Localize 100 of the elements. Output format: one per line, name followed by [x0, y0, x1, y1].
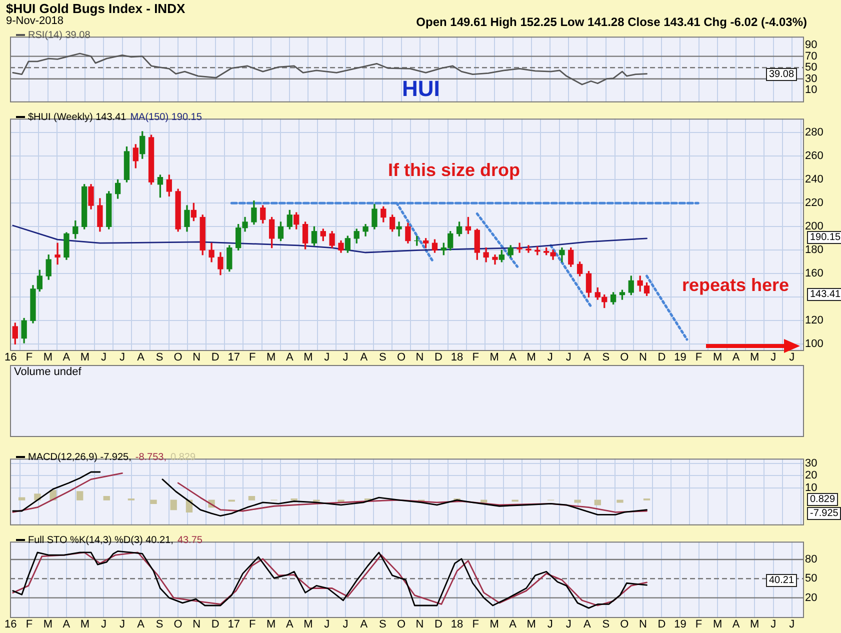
text: 0.829 [807, 493, 838, 506]
x-tick-label: S [379, 618, 386, 631]
x-tick-label: F [249, 352, 256, 364]
x-tick-label: M [266, 618, 276, 631]
x-tick-label: F [26, 352, 33, 364]
x-tick-label: J [324, 352, 330, 364]
x-tick-label: M [80, 618, 90, 631]
x-tick-label: N [416, 618, 424, 631]
chart-title: $HUI Gold Bugs Index - INDX [6, 1, 186, 16]
x-tick-label: F [249, 618, 256, 631]
series-label: $HUI (Weekly) 143.41 [28, 112, 126, 123]
y-tick-label: 70 [805, 50, 818, 62]
y-tick-label: 10 [805, 84, 818, 96]
x-tick-label: J [547, 352, 553, 364]
x-tick-label: M [712, 352, 722, 364]
legend-label: Full STO %K(14,3) %D(3) 40.21, [28, 535, 174, 546]
x-tick-label: M [80, 352, 90, 364]
x-tick-label: A [137, 352, 146, 364]
x-tick-label: J [789, 352, 795, 364]
x-tick-label: A [137, 618, 146, 631]
text: 190.15 [807, 231, 841, 244]
x-tick-label: A [62, 618, 71, 631]
x-tick-label: M [526, 618, 536, 631]
text: 143.41 [807, 288, 841, 301]
x-tick-label: 17 [228, 352, 240, 364]
x-tick-label: M [490, 352, 499, 364]
x-tick-label: D [658, 352, 666, 364]
x-tick-label: J [789, 618, 795, 631]
y-tick-label: 20 [805, 592, 818, 604]
x-tick-label: J [120, 618, 126, 631]
x-tick-label: J [770, 352, 776, 364]
x-tick-label: 18 [450, 352, 464, 364]
x-tick-label: F [472, 618, 480, 631]
x-tick-label: M [304, 352, 313, 364]
x-tick-label: D [434, 618, 443, 631]
x-tick-label: N [192, 352, 201, 364]
x-tick-label: S [602, 352, 610, 364]
x-tick-label: J [770, 618, 776, 631]
x-tick-label: M [304, 618, 313, 631]
x-tick-label: F [695, 618, 702, 631]
x-tick-label: J [120, 352, 126, 364]
x-tick-label: A [584, 618, 592, 631]
y-tick-label: 30 [805, 458, 818, 470]
x-tick-label: 16 [4, 618, 17, 631]
x-tick-label: N [416, 352, 424, 364]
x-tick-label: O [620, 352, 630, 364]
y-tick-label: 100 [805, 338, 824, 350]
annotation: HUI [402, 76, 440, 102]
y-tick-label: 80 [805, 554, 818, 566]
x-tick-label: N [638, 618, 647, 631]
y-tick-label: 10 [805, 482, 818, 494]
x-tick-label: D [658, 618, 666, 631]
x-tick-label: A [509, 352, 518, 364]
chart-subtitle: 9-Nov-2018 [6, 15, 64, 27]
annotation: If this size drop [388, 160, 520, 181]
x-tick-label: S [156, 352, 164, 364]
x-tick-label: S [379, 352, 386, 364]
y-tick-label: 120 [805, 314, 824, 327]
x-tick-label: J [324, 618, 330, 631]
x-tick-label: D [211, 618, 220, 631]
x-tick-label: J [100, 618, 106, 631]
y-tick-label: 280 [805, 126, 824, 139]
x-tick-label: M [750, 618, 760, 631]
x-tick-label: A [584, 352, 592, 364]
y-tick-label: 200 [805, 220, 824, 233]
x-tick-label: J [342, 618, 348, 631]
x-tick-label: A [286, 352, 294, 364]
x-tick-label: F [472, 352, 480, 364]
x-tick-label: O [396, 618, 406, 631]
y-tick-label: 240 [805, 174, 824, 186]
annotation: repeats here [682, 275, 790, 296]
x-tick-label: 19 [674, 618, 686, 631]
x-tick-label: 17 [228, 618, 240, 631]
annotation: 40.21 [766, 574, 798, 587]
x-tick-label: J [547, 618, 553, 631]
text: Open 149.61 High 152.25 Low 141.28 Close 143.41 Chg -6.02 (-4.03%) [416, 15, 807, 29]
x-tick-label: J [566, 618, 572, 631]
x-tick-label: N [192, 618, 201, 631]
x-tick-label: A [286, 618, 294, 631]
x-tick-label: D [434, 352, 443, 364]
x-tick-label: A [732, 352, 740, 364]
y-tick-label: 220 [805, 197, 824, 210]
y-tick-label: 180 [805, 244, 824, 256]
x-tick-label: F [26, 618, 33, 631]
x-tick-label: J [342, 352, 348, 364]
x-tick-label: O [620, 618, 630, 631]
x-tick-label: 19 [674, 352, 686, 364]
x-tick-label: O [174, 352, 183, 364]
x-tick-label: A [360, 618, 368, 631]
y-tick-label: 260 [805, 150, 824, 162]
x-tick-label: M [712, 618, 722, 631]
x-tick-label: M [43, 352, 53, 364]
x-tick-label: 18 [450, 618, 464, 631]
text: -7.925 [807, 507, 841, 520]
x-tick-label: N [638, 352, 647, 364]
x-tick-label: M [750, 352, 760, 364]
x-tick-label: 16 [4, 352, 17, 364]
x-tick-label: A [360, 352, 368, 364]
annotation: 39.08 [766, 68, 798, 81]
y-tick-label: 50 [805, 572, 818, 585]
